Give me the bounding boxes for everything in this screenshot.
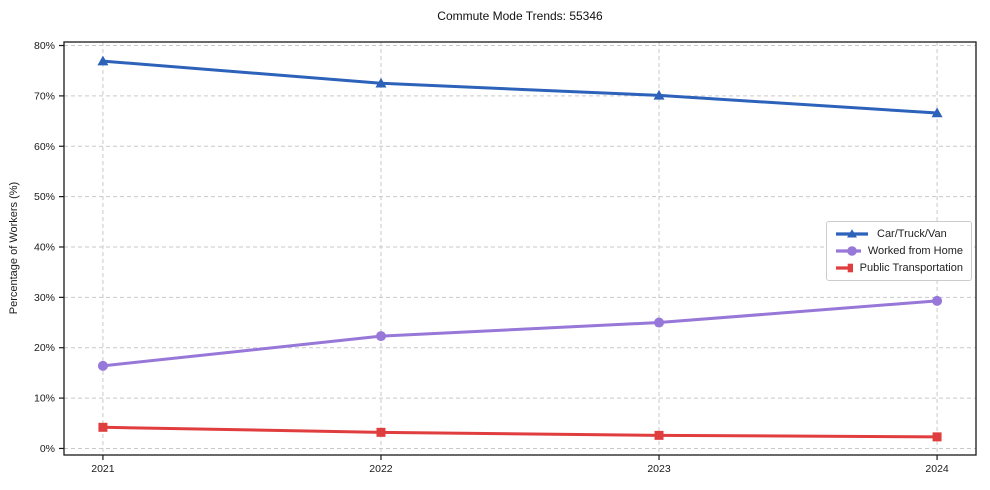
y-tick-label: 50% bbox=[34, 191, 55, 203]
circle-marker-glyph bbox=[847, 246, 857, 256]
series-line-public-transportation bbox=[102, 425, 938, 439]
marker-worked-from-home bbox=[932, 295, 943, 306]
legend-item-worked-from-home: Worked from Home bbox=[834, 244, 963, 258]
marker-car-truck-van bbox=[375, 77, 387, 88]
marker-public-transportation bbox=[376, 427, 386, 437]
marker-car-truck-van bbox=[931, 107, 943, 118]
legend-label: Public Transportation bbox=[859, 262, 963, 274]
chart-title: Commute Mode Trends: 55346 bbox=[437, 9, 603, 23]
line-circle-marker-icon bbox=[836, 246, 861, 256]
x-tick-label: 2024 bbox=[925, 463, 949, 475]
y-tick-label: 0% bbox=[40, 443, 55, 455]
series-line-worked-from-home bbox=[102, 299, 938, 368]
triangle-marker-glyph bbox=[847, 229, 857, 238]
legend-label: Car/Truck/Van bbox=[877, 228, 947, 240]
y-tick-label: 70% bbox=[34, 90, 55, 102]
x-tick-label: 2022 bbox=[369, 463, 393, 475]
marker-car-truck-van bbox=[653, 89, 665, 100]
y-tick-label: 40% bbox=[34, 241, 55, 253]
marker-public-transportation bbox=[98, 422, 108, 432]
line-square-marker-icon bbox=[836, 263, 853, 273]
legend-label: Worked from Home bbox=[867, 245, 963, 257]
legend-item-public-transportation: Public Transportation bbox=[834, 261, 963, 275]
legend: Car/Truck/Van Worked from Home Public Tr… bbox=[826, 221, 972, 281]
series-line-car-truck-van bbox=[102, 59, 938, 115]
legend-item-car-truck-van: Car/Truck/Van bbox=[834, 227, 963, 241]
marker-worked-from-home bbox=[654, 317, 665, 328]
marker-public-transportation bbox=[654, 430, 664, 440]
marker-car-truck-van bbox=[97, 55, 109, 66]
y-tick-label: 20% bbox=[34, 342, 55, 354]
marker-worked-from-home bbox=[97, 360, 108, 371]
y-tick-label: 30% bbox=[34, 292, 55, 304]
x-tick-label: 2023 bbox=[647, 463, 671, 475]
x-tick-label: 2021 bbox=[91, 463, 115, 475]
square-marker-glyph bbox=[847, 263, 853, 273]
axes-frame bbox=[63, 41, 977, 456]
y-tick-label: 80% bbox=[34, 40, 55, 52]
marker-public-transportation bbox=[932, 432, 942, 442]
y-tick-label: 10% bbox=[34, 393, 55, 405]
y-tick-label: 60% bbox=[34, 141, 55, 153]
line-triangle-marker-icon bbox=[836, 229, 868, 238]
marker-worked-from-home bbox=[375, 331, 386, 342]
